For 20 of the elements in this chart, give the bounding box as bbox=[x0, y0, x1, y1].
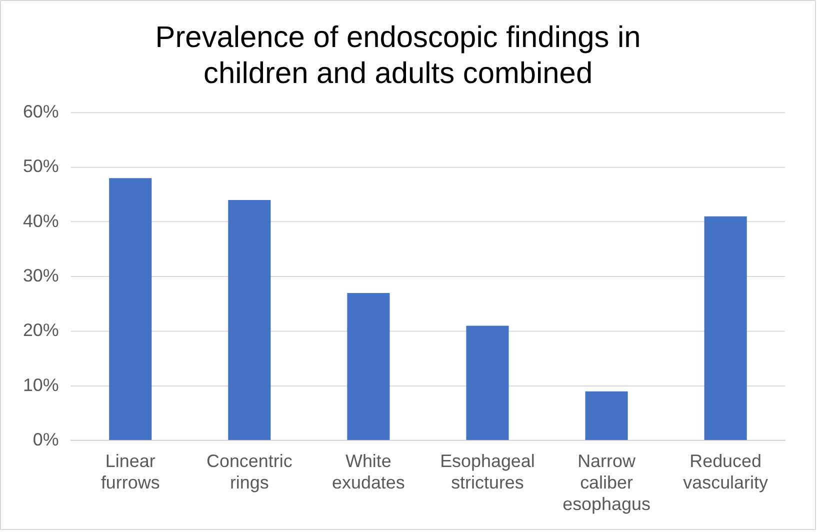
y-tick-label: 50% bbox=[22, 156, 59, 176]
y-tick-label: 20% bbox=[22, 320, 59, 340]
y-tick-label: 60% bbox=[22, 102, 59, 122]
chart-title: Prevalence of endoscopic findings in children and adults combined bbox=[155, 21, 641, 90]
y-tick-label: 40% bbox=[22, 210, 59, 231]
x-tick-label: Narrow caliber esophagus bbox=[562, 451, 650, 514]
y-tick-label: 10% bbox=[22, 374, 59, 395]
x-tick-label: White exudates bbox=[332, 451, 405, 493]
bar bbox=[585, 391, 628, 440]
bar bbox=[109, 178, 152, 440]
y-tick-label: 0% bbox=[32, 429, 59, 450]
x-tick-label: Linear furrows bbox=[100, 451, 160, 493]
bar bbox=[466, 326, 509, 440]
bar bbox=[347, 292, 390, 440]
x-tick-label: Reduced vascularity bbox=[683, 451, 768, 493]
y-tick-label: 30% bbox=[22, 266, 59, 286]
x-tick-label: Concentric rings bbox=[206, 451, 292, 493]
x-tick-label: Esophageal strictures bbox=[440, 451, 535, 493]
bar bbox=[704, 216, 747, 440]
bar bbox=[228, 200, 271, 440]
